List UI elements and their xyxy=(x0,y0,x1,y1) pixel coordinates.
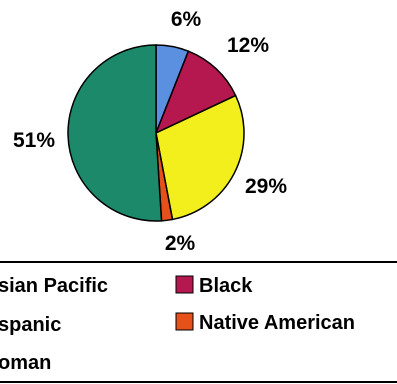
legend-label-asian-pacific: sian Pacific xyxy=(0,275,108,297)
slice-label-asian-pacific: 6% xyxy=(171,8,202,31)
slice-label-caucasian: 29% xyxy=(245,175,287,198)
pie-labels: 6% 12% 29% 2% 51% xyxy=(13,8,287,255)
legend-label-hispanic: spanic xyxy=(0,314,61,336)
legend-label-woman: oman xyxy=(0,352,51,374)
legend-label-black: Black xyxy=(199,275,253,297)
legend: Black Native American sian Pacific spani… xyxy=(0,275,355,374)
slice-label-native-american: 2% xyxy=(165,232,196,255)
pie-slice-caucasian xyxy=(155,94,245,221)
slice-label-hispanic: 51% xyxy=(13,129,55,152)
slice-label-black: 12% xyxy=(227,34,269,57)
pie-slices xyxy=(67,44,245,222)
pie-slice-black xyxy=(154,50,237,135)
pie-slice-hispanic xyxy=(67,44,163,222)
legend-swatch-black xyxy=(175,275,194,294)
legend-swatch-native-american xyxy=(175,312,194,331)
legend-label-native-american: Native American xyxy=(199,312,355,334)
